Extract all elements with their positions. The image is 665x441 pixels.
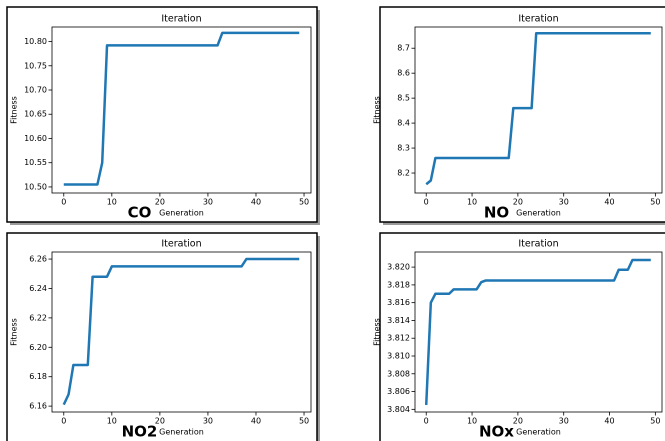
- y-tick-label: 3.814: [387, 316, 410, 325]
- line: [425, 31, 651, 186]
- panel-frame: [379, 6, 665, 223]
- x-tick-label: 30: [203, 417, 213, 426]
- y-tick-label: 10.60: [24, 134, 47, 143]
- x-tick-label: 10: [467, 417, 477, 426]
- panel-frame: [6, 6, 318, 223]
- y-axis-label: Fitness: [373, 318, 382, 346]
- x-axis-label: Generation: [516, 209, 561, 218]
- y-tick-label: 6.26: [29, 255, 47, 264]
- chart-title: Iteration: [518, 239, 558, 250]
- y-tick-label: 3.810: [387, 352, 410, 361]
- x-tick-label: 10: [467, 198, 477, 207]
- x-tick-label: 40: [604, 198, 614, 207]
- x-tick-label: 10: [107, 198, 117, 207]
- axes-box: [51, 251, 312, 413]
- x-tick-label: 50: [650, 417, 660, 426]
- axes-box: [51, 26, 312, 194]
- x-tick-label: 50: [299, 198, 309, 207]
- x-tick-label: 20: [513, 198, 523, 207]
- y-tick-label: 10.80: [24, 37, 47, 46]
- panel-frame: [6, 232, 318, 441]
- x-tick-label: 0: [61, 198, 66, 207]
- line: [62, 257, 300, 406]
- y-tick-label: 3.808: [387, 369, 410, 378]
- x-tick-label: 20: [513, 417, 523, 426]
- chart-annotation: NOx: [479, 423, 514, 441]
- x-tick-label: 0: [61, 417, 66, 426]
- y-tick-label: 3.806: [387, 387, 410, 396]
- y-tick-label: 6.16: [29, 402, 47, 411]
- x-tick-label: 40: [251, 198, 261, 207]
- y-tick-label: 6.22: [29, 313, 47, 322]
- x-axis-label: Generation: [516, 428, 561, 437]
- y-tick-label: 8.3: [397, 144, 410, 153]
- y-tick-label: 10.50: [24, 182, 47, 191]
- y-tick-label: 3.812: [387, 334, 410, 343]
- y-tick-label: 3.816: [387, 298, 410, 307]
- y-tick-label: 3.818: [387, 280, 410, 289]
- x-tick-label: 10: [107, 417, 117, 426]
- y-tick-label: 6.24: [29, 284, 47, 293]
- x-tick-label: 30: [559, 417, 569, 426]
- x-tick-label: 50: [650, 198, 660, 207]
- y-tick-label: 10.75: [24, 61, 47, 70]
- axes-box: [414, 26, 663, 194]
- y-tick-label: 10.55: [24, 158, 47, 167]
- y-tick-label: 8.4: [397, 119, 410, 128]
- axes-box: [414, 251, 663, 413]
- y-tick-label: 8.2: [397, 169, 410, 178]
- y-tick-label: 3.804: [387, 405, 410, 414]
- chart-annotation: NO2: [122, 423, 158, 441]
- chart-title: Iteration: [161, 14, 201, 25]
- y-axis-label: Fitness: [10, 318, 19, 346]
- chart-title: Iteration: [518, 14, 558, 25]
- y-tick-label: 6.18: [29, 372, 47, 381]
- chart-title: Iteration: [161, 239, 201, 250]
- y-tick-label: 10.65: [24, 110, 47, 119]
- y-tick-label: 3.820: [387, 263, 410, 272]
- line: [63, 31, 300, 186]
- x-tick-label: 0: [424, 417, 429, 426]
- x-tick-label: 50: [299, 417, 309, 426]
- x-tick-label: 20: [155, 417, 165, 426]
- chart-annotation: CO: [128, 204, 152, 222]
- panel-frame: [379, 232, 665, 441]
- x-tick-label: 0: [424, 198, 429, 207]
- line: [424, 258, 651, 405]
- x-tick-label: 20: [155, 198, 165, 207]
- y-tick-label: 8.6: [397, 69, 410, 78]
- x-tick-label: 30: [559, 198, 569, 207]
- x-tick-label: 40: [604, 417, 614, 426]
- x-axis-label: Generation: [159, 209, 204, 218]
- y-tick-label: 8.5: [397, 94, 410, 103]
- chart-annotation: NO: [484, 204, 509, 222]
- y-tick-label: 10.70: [24, 86, 47, 95]
- y-axis-label: Fitness: [373, 96, 382, 124]
- y-axis-label: Fitness: [10, 96, 19, 124]
- x-axis-label: Generation: [159, 428, 204, 437]
- y-tick-label: 8.7: [397, 44, 410, 53]
- x-tick-label: 30: [203, 198, 213, 207]
- x-tick-label: 40: [251, 417, 261, 426]
- y-tick-label: 6.20: [29, 343, 47, 352]
